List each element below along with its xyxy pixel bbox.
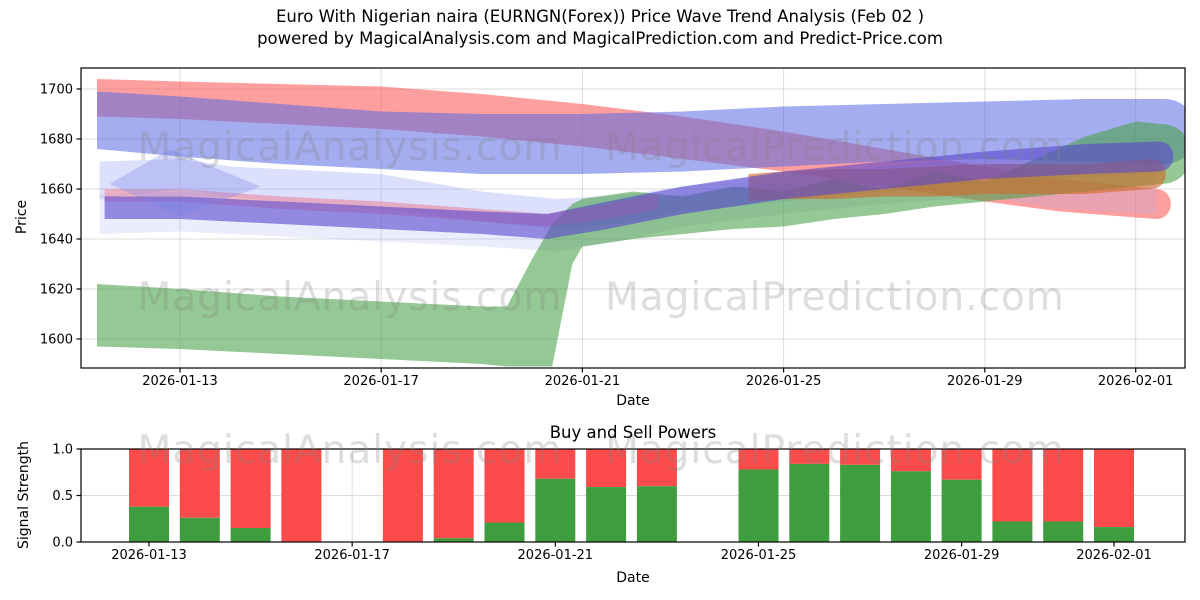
- top-plot-border: [80, 67, 1186, 369]
- price-axis-label: Price: [14, 199, 30, 235]
- x-tick-label: 2026-01-25: [746, 374, 822, 389]
- buy-bar-2026-01-30: [992, 521, 1033, 542]
- buy-bar-2026-01-14: [179, 517, 220, 542]
- watermark-text: MagicalPrediction.com: [605, 428, 1065, 473]
- sell-bar-2026-01-14: [179, 449, 220, 518]
- buy-bar-2026-01-29: [941, 479, 982, 542]
- sell-bar-2026-01-26: [789, 449, 830, 464]
- sell-bar-2026-01-22: [586, 449, 627, 488]
- x-tick-label: 2026-02-01: [1076, 548, 1152, 563]
- price-tick-label: 1680: [40, 133, 73, 148]
- watermark-text: MagicalAnalysis.com: [138, 125, 563, 170]
- x-tick-label: 2026-01-25: [721, 548, 797, 563]
- sell-bar-2026-01-19: [433, 449, 474, 539]
- watermarks: MagicalAnalysis.com MagicalPrediction.com…: [138, 125, 1065, 473]
- sell-bar-2026-01-29: [941, 449, 982, 480]
- x-tick-label: 2026-02-01: [1098, 374, 1174, 389]
- buy-bar-2026-01-27: [840, 464, 881, 542]
- buy-bar-2026-01-25: [738, 469, 779, 542]
- sell-bar-2026-01-31: [1043, 449, 1084, 522]
- buy-bar-2026-01-15: [230, 528, 271, 542]
- buy-bar-2026-01-19: [433, 538, 474, 542]
- price-tick-label: 1620: [40, 283, 73, 298]
- watermark-text: MagicalAnalysis.com: [138, 428, 563, 473]
- buy-sell-powers-title: Buy and Sell Powers: [549, 423, 717, 442]
- sell-bar-2026-01-15: [230, 449, 271, 528]
- buy-bar-2026-01-20: [484, 522, 525, 542]
- buy-bar-2026-02-01: [1094, 527, 1134, 542]
- sell-bar-2026-01-28: [890, 449, 931, 472]
- x-tick-label: 2026-01-29: [947, 374, 1023, 389]
- signal-tick-label: 1.0: [52, 443, 73, 458]
- buy-bar-2026-01-23: [636, 486, 677, 542]
- sell-bar-2026-01-13: [129, 449, 169, 507]
- x-tick-label: 2026-01-17: [314, 548, 390, 563]
- signal-strength-axis-label: Signal Strength: [16, 441, 32, 550]
- buy-bar-2026-01-22: [586, 487, 627, 542]
- x-tick-label: 2026-01-17: [343, 374, 419, 389]
- sell-bar-2026-02-01: [1094, 449, 1134, 528]
- buy-bar-2026-01-13: [129, 506, 169, 542]
- watermark-text: MagicalPrediction.com: [605, 275, 1065, 320]
- sell-bar-2026-01-27: [840, 449, 881, 465]
- top-date-axis-label: Date: [616, 393, 650, 409]
- sell-bar-2026-01-30: [992, 449, 1033, 522]
- buy-sell-bars: [129, 449, 1134, 542]
- price-tick-label: 1700: [40, 83, 73, 98]
- x-tick-label: 2026-01-13: [142, 374, 218, 389]
- sell-bar-2026-01-20: [484, 449, 525, 523]
- bottom-date-axis-label: Date: [616, 570, 650, 586]
- watermark-text: MagicalPrediction.com: [605, 125, 1065, 170]
- watermark-text: MagicalAnalysis.com: [138, 275, 563, 320]
- x-tick-label: 2026-01-21: [545, 374, 621, 389]
- sell-bar-2026-01-21: [535, 449, 576, 479]
- blue-wave-diamond: [109, 149, 261, 217]
- sell-bar-2026-01-18: [382, 449, 423, 542]
- price-wave-bands: [97, 79, 1185, 367]
- price-tick-label: 1600: [40, 333, 73, 348]
- sell-bar-2026-01-23: [636, 449, 677, 487]
- band-blue-upper-band: [97, 91, 1185, 174]
- band-indigo-band: [104, 141, 1174, 239]
- sell-bar-2026-01-25: [738, 449, 779, 470]
- buy-bar-2026-01-21: [535, 478, 576, 542]
- x-tick-label: 2026-01-13: [111, 548, 187, 563]
- price-tick-label: 1660: [40, 183, 73, 198]
- price-tick-label: 1640: [40, 233, 73, 248]
- x-tick-label: 2026-01-21: [518, 548, 594, 563]
- buy-bar-2026-01-26: [789, 463, 830, 542]
- chart-title-line1: Euro With Nigerian naira (EURNGN(Forex))…: [275, 7, 925, 26]
- buy-bar-2026-01-28: [890, 471, 931, 542]
- x-tick-label: 2026-01-29: [924, 548, 1000, 563]
- chart-title-line2: powered by MagicalAnalysis.com and Magic…: [257, 29, 943, 48]
- signal-tick-label: 0.5: [52, 489, 73, 504]
- sell-bar-2026-01-16: [281, 449, 322, 542]
- tick-labels: 2026-01-13 2026-01-17 2026-01-21 2026-01-25…: [40, 83, 1174, 564]
- buy-bar-2026-01-31: [1043, 521, 1084, 542]
- signal-tick-label: 0.0: [52, 536, 73, 551]
